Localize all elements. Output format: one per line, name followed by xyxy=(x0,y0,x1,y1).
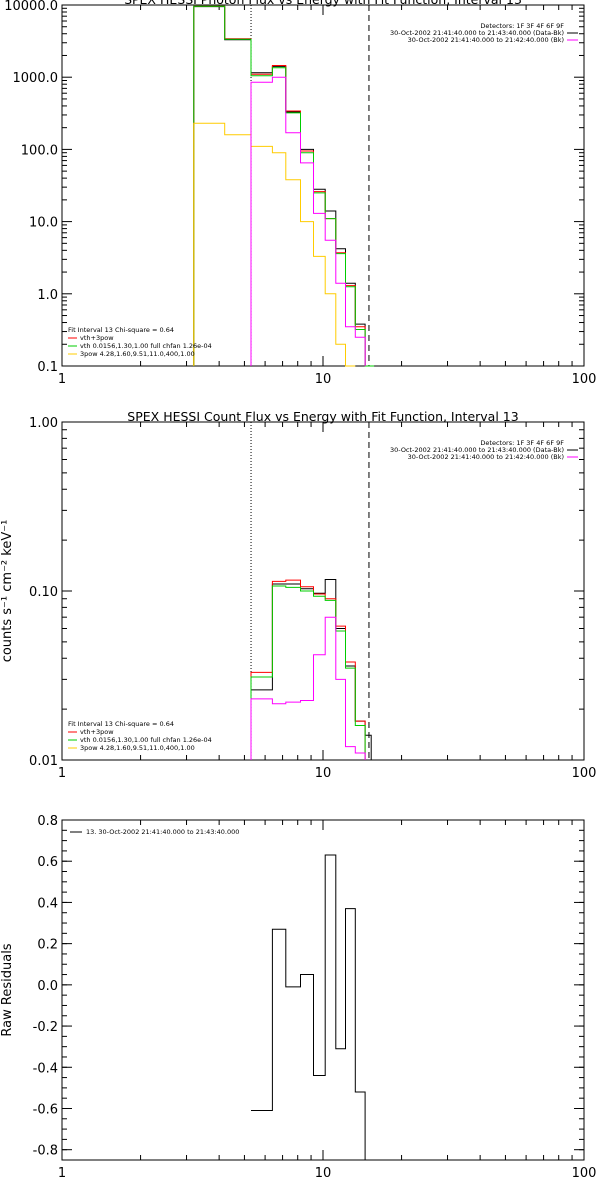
chart-panel-1: SPEX HESSI Photon Flux vs Energy with Fi… xyxy=(4,0,596,387)
legend-bottom-entry: Fit Interval 13 Chi-square = 0.64 xyxy=(68,326,174,334)
y-tick-label: 10.0 xyxy=(29,216,58,231)
y-axis-label: Raw Residuals xyxy=(0,943,15,1036)
y-tick-label: 0.0 xyxy=(37,979,58,994)
legend-bottom-entry: 3pow 4.28,1.60,9.51,11.0,400,1.00 xyxy=(80,744,195,752)
legend-bottom-entry: vth+3pow xyxy=(80,728,114,736)
series-1-histogram xyxy=(251,854,372,1161)
series-1-histogram xyxy=(250,579,372,760)
chart-panel-3: 1 10 100 0.8 0.6 0.4 0.2 0.0 -0.2 -0.4 -0.6 -0.8 Raw… xyxy=(0,814,596,1181)
series-2-histogram xyxy=(250,579,366,760)
y-tick-label: -0.4 xyxy=(33,1061,58,1076)
series-4-histogram xyxy=(193,122,356,367)
legend-bottom-entry: vth 0.0156,1.30,1.00 full chfan 1.26e-04 xyxy=(80,736,212,744)
y-tick-label: 10000.0 xyxy=(4,0,58,14)
x-tick-label: 1 xyxy=(58,766,66,781)
y-tick-label: 1000.0 xyxy=(13,71,59,86)
series-3-histogram xyxy=(193,5,375,367)
series-2-histogram xyxy=(193,5,366,366)
x-tick-label: 1 xyxy=(58,372,66,387)
y-tick-label: 0.10 xyxy=(29,585,58,600)
y-axis-label: counts s⁻¹ cm⁻² keV⁻¹ xyxy=(0,520,15,663)
x-tick-label: 10 xyxy=(315,372,332,387)
chart-panel-2: SPEX HESSI Count Flux vs Energy with Fit… xyxy=(0,409,596,781)
legend-bottom-entry: vth 0.0156,1.30,1.00 full chfan 1.26e-04 xyxy=(80,342,212,350)
y-tick-label: -0.8 xyxy=(33,1144,58,1159)
legend-top-entry: 30-Oct-2002 21:41:40.000 to 21:43:40.000… xyxy=(390,446,564,454)
legend-top-entry: 30-Oct-2002 21:41:40.000 to 21:43:40.000… xyxy=(390,29,564,37)
x-tick-label: 100 xyxy=(572,1166,597,1181)
y-tick-label: 0.6 xyxy=(37,855,58,870)
y-tick-label: 0.4 xyxy=(37,896,58,911)
y-tick-label: 1.0 xyxy=(37,288,58,303)
x-tick-label: 100 xyxy=(572,372,597,387)
series-5-histogram xyxy=(250,76,366,366)
series-1-histogram xyxy=(193,6,366,366)
y-tick-label: 0.01 xyxy=(29,754,58,769)
y-tick-label: 1.00 xyxy=(29,416,58,431)
x-tick-label: 10 xyxy=(315,766,332,781)
chart-title: SPEX HESSI Photon Flux vs Energy with Fi… xyxy=(124,0,522,7)
y-tick-label: 0.2 xyxy=(37,938,58,953)
y-tick-label: -0.6 xyxy=(33,1102,58,1117)
legend-top-entry: 30-Oct-2002 21:41:40.000 to 21:42:40.000… xyxy=(408,36,564,44)
legend-bottom-entry: 3pow 4.28,1.60,9.51,11.0,400,1.00 xyxy=(80,350,195,358)
series-4-histogram xyxy=(250,616,366,760)
x-tick-label: 10 xyxy=(315,1166,332,1181)
y-tick-label: 0.1 xyxy=(37,360,58,375)
y-tick-label: 100.0 xyxy=(21,143,58,158)
x-tick-label: 100 xyxy=(572,766,597,781)
legend-bottom-entry: vth+3pow xyxy=(80,334,114,342)
legend-bottom-entry: Fit Interval 13 Chi-square = 0.64 xyxy=(68,720,174,728)
plot-frame xyxy=(61,819,585,1161)
series-3-histogram xyxy=(250,585,366,760)
legend-top-entry: Detectors: 1F 3F 4F 6F 9F xyxy=(480,439,564,447)
legend-top-entry: 30-Oct-2002 21:41:40.000 to 21:42:40.000… xyxy=(408,453,564,461)
legend-top-entry: Detectors: 1F 3F 4F 6F 9F xyxy=(480,22,564,30)
y-tick-label: 0.8 xyxy=(37,814,58,829)
plot-frame xyxy=(61,421,585,761)
plot-frame xyxy=(61,4,585,367)
legend-entry: 13. 30-Oct-2002 21:41:40.000 to 21:43:40… xyxy=(86,828,239,836)
y-tick-label: -0.2 xyxy=(33,1020,58,1035)
x-tick-label: 1 xyxy=(58,1166,66,1181)
chart-title: SPEX HESSI Count Flux vs Energy with Fit… xyxy=(127,409,518,424)
